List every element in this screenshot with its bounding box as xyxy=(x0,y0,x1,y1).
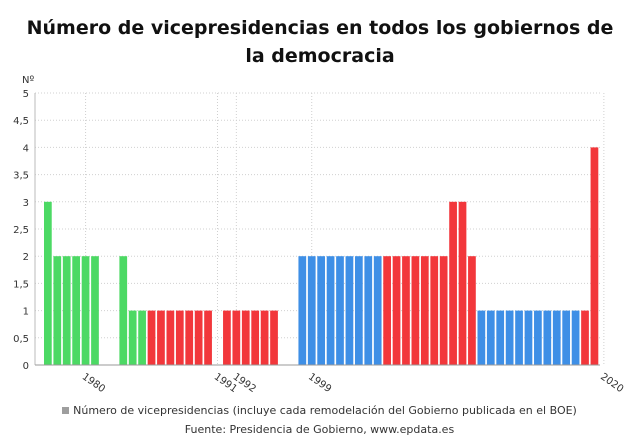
bar xyxy=(91,256,99,365)
bar xyxy=(147,310,156,365)
bar xyxy=(194,310,203,365)
bar xyxy=(241,310,250,365)
bar xyxy=(175,310,184,365)
bar xyxy=(486,310,495,365)
bar xyxy=(354,256,363,365)
y-tick-label: 3,5 xyxy=(13,171,29,182)
bar xyxy=(383,256,391,365)
bar xyxy=(458,201,467,365)
legend-swatch xyxy=(62,407,70,414)
y-tick-label: 4 xyxy=(23,143,29,154)
bar xyxy=(119,256,128,365)
y-tick-label: 1,5 xyxy=(13,279,29,290)
bar xyxy=(251,310,260,365)
bar xyxy=(515,310,523,365)
bar xyxy=(411,256,420,365)
bar xyxy=(298,256,307,365)
bar xyxy=(185,310,194,365)
bar xyxy=(44,201,52,365)
bar xyxy=(534,310,542,365)
bar xyxy=(204,310,212,365)
bar xyxy=(590,147,599,365)
bar xyxy=(53,256,62,365)
chart-title: Número de vicepresidencias en todos los … xyxy=(26,17,614,67)
bar xyxy=(496,310,505,365)
source-note: Fuente: Presidencia de Gobierno, www.epd… xyxy=(184,423,455,436)
y-tick-label: 0 xyxy=(23,361,29,372)
bar xyxy=(373,256,382,365)
bar xyxy=(468,256,476,365)
bar xyxy=(317,256,326,365)
bar xyxy=(326,256,335,365)
y-axis: 0 0,5 1 1,5 2 2,5 3 3,5 4 4,5 5 xyxy=(13,89,36,372)
x-tick-label: 1980 xyxy=(80,371,107,395)
bar xyxy=(449,201,457,365)
bar xyxy=(420,256,429,365)
y-tick-label: 2 xyxy=(23,252,29,263)
y-tick-label: 1 xyxy=(23,307,29,318)
y-tick-label: 0,5 xyxy=(13,334,29,345)
bar xyxy=(402,256,410,365)
x-tick-label: 2020 xyxy=(598,371,625,395)
bar xyxy=(138,310,146,365)
y-tick-label: 2,5 xyxy=(13,225,29,236)
bar xyxy=(439,256,448,365)
bar xyxy=(223,310,231,365)
y-tick-label: 3 xyxy=(23,198,29,209)
bar xyxy=(307,256,316,365)
bar xyxy=(166,310,175,365)
bar xyxy=(524,310,533,365)
bar xyxy=(392,256,401,365)
bar xyxy=(552,310,561,365)
x-tick-label: 1999 xyxy=(306,371,333,395)
bar xyxy=(270,310,278,365)
bar xyxy=(260,310,269,365)
bar xyxy=(505,310,514,365)
bars xyxy=(44,147,599,365)
legend-label: Número de vicepresidencias (incluye cada… xyxy=(73,404,577,417)
bar xyxy=(581,310,589,365)
bar xyxy=(81,256,90,365)
bar xyxy=(345,256,354,365)
bar xyxy=(62,256,71,365)
bar xyxy=(336,256,344,365)
bar xyxy=(72,256,80,365)
bar xyxy=(128,310,137,365)
bar xyxy=(543,310,552,365)
bar xyxy=(430,256,439,365)
bar xyxy=(562,310,571,365)
bar xyxy=(571,310,580,365)
y-axis-label: Nº xyxy=(22,75,34,86)
y-tick-label: 5 xyxy=(23,89,29,100)
bar xyxy=(364,256,373,365)
legend: Número de vicepresidencias (incluye cada… xyxy=(0,404,639,417)
bar xyxy=(232,310,241,365)
y-tick-label: 4,5 xyxy=(13,116,29,127)
bar xyxy=(477,310,486,365)
bar xyxy=(157,310,165,365)
